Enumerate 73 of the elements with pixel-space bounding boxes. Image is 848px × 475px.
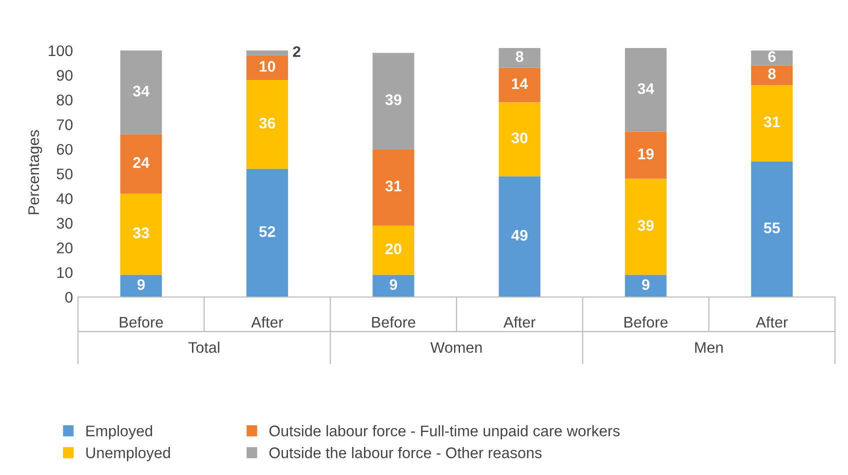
- data-label: 30: [511, 132, 528, 144]
- data-label: 8: [768, 68, 776, 80]
- bar: [120, 134, 162, 194]
- bar: [120, 193, 162, 275]
- data-label: 6: [768, 51, 776, 62]
- data-label: 9: [642, 279, 650, 290]
- data-label: 34: [132, 86, 150, 96]
- legend-label: Outside labour force - Full-time unpaid care workers: [269, 425, 620, 440]
- bar: [372, 226, 414, 275]
- data-label: 55: [764, 222, 780, 234]
- text: Total: [188, 342, 220, 353]
- bar: [498, 102, 540, 176]
- x-tick-label: After: [503, 316, 536, 328]
- y-tick-label: 90: [56, 70, 73, 81]
- bar: [624, 132, 667, 179]
- y-tick-label: 10: [57, 267, 73, 278]
- data-label: 31: [385, 180, 402, 192]
- bar: [372, 149, 414, 226]
- bar: [624, 274, 667, 297]
- data-label: 19: [638, 148, 654, 160]
- bar: [120, 50, 162, 134]
- data-label: 10: [260, 61, 276, 72]
- y-tick-label: 40: [56, 193, 73, 204]
- text: Men: [695, 342, 723, 353]
- data-label: 49: [511, 230, 528, 241]
- y-tick-label: 80: [56, 94, 73, 106]
- bar: [498, 48, 540, 68]
- y-tick-label: 70: [56, 119, 73, 130]
- y-tick-label: 20: [56, 242, 73, 254]
- data-label: 20: [385, 243, 402, 254]
- legend-label: Employed: [86, 425, 152, 440]
- y-tick-label: 100: [48, 45, 73, 56]
- data-label: 9: [137, 279, 145, 290]
- bar: [372, 274, 414, 297]
- data-label: 34: [638, 83, 654, 94]
- legend-label: Unemployed: [86, 447, 170, 462]
- x-tick-label: After: [251, 316, 284, 328]
- y-tick-label: 60: [56, 144, 73, 155]
- bar: [246, 168, 288, 297]
- y-tick-label: 50: [56, 168, 73, 180]
- x-tick-label: Before: [624, 316, 668, 328]
- y-tick-label: 30: [56, 218, 73, 229]
- x-tick-label: Before: [372, 316, 416, 328]
- bar: [751, 65, 793, 85]
- text: Women: [430, 342, 482, 353]
- data-label: 52: [259, 226, 276, 237]
- bar: [751, 84, 793, 162]
- data-label: 2: [293, 46, 300, 57]
- y-axis-title: Percentages: [28, 130, 42, 214]
- y-tick-label: 0: [65, 292, 73, 303]
- data-label: 39: [385, 94, 402, 106]
- bar: [498, 176, 540, 297]
- data-label: 9: [390, 279, 398, 290]
- bar: [624, 48, 667, 132]
- bar: [751, 50, 793, 66]
- bar: [246, 80, 288, 169]
- bar: [498, 68, 540, 102]
- data-label: 8: [516, 51, 524, 62]
- bar: [372, 52, 414, 150]
- bar: [120, 274, 162, 297]
- data-label: 24: [133, 157, 150, 168]
- bar: [246, 50, 288, 56]
- bar: [751, 161, 793, 297]
- legend-label: Outside the labour force - Other reasons: [269, 447, 542, 458]
- data-label: 14: [512, 78, 528, 89]
- x-tick-label: After: [756, 316, 788, 328]
- bar: [246, 55, 288, 80]
- data-label: 31: [764, 116, 780, 128]
- data-label: 36: [259, 118, 276, 129]
- x-tick-label: Before: [120, 316, 163, 328]
- data-label: 33: [132, 227, 150, 238]
- bar: [624, 178, 667, 275]
- data-label: 39: [638, 220, 654, 231]
